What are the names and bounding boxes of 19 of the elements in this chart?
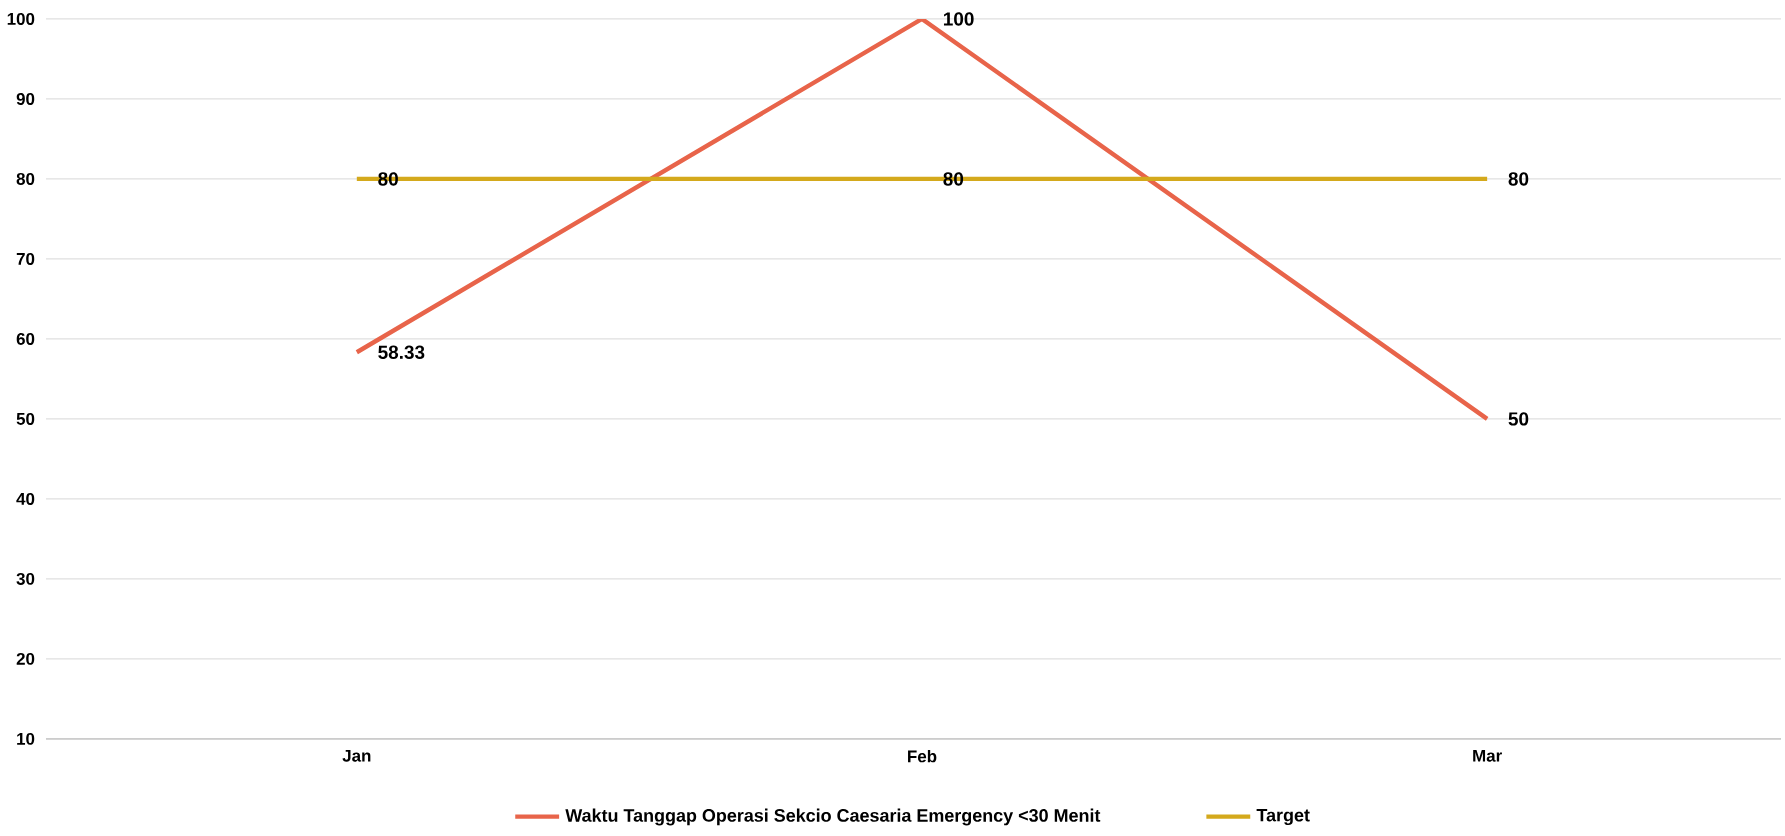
x-tick-label: Jan <box>342 750 371 762</box>
y-tick-label: 100 <box>7 13 35 26</box>
y-tick-label: 80 <box>16 173 35 186</box>
data-label: 58.33 <box>378 345 425 360</box>
y-tick-label: 40 <box>16 493 35 506</box>
data-label: 100 <box>943 12 974 26</box>
y-tick-label: 70 <box>16 253 35 266</box>
y-tick-label: 10 <box>17 733 35 746</box>
data-label: 50 <box>1508 412 1529 426</box>
y-tick-label: 50 <box>16 413 35 426</box>
legend-label: Target <box>1256 809 1310 826</box>
x-tick-label: Mar <box>1473 750 1502 762</box>
x-tick-label: Feb <box>908 750 937 763</box>
y-tick-label: 20 <box>16 653 35 666</box>
y-tick-label: 60 <box>16 333 35 346</box>
data-label: 80 <box>1508 172 1529 186</box>
legend-label: Waktu Tanggap Operasi Sekcio Caesaria Emergency <30 Menit <box>565 808 1101 826</box>
y-tick-label: 90 <box>16 93 35 106</box>
y-tick-label: 30 <box>16 573 35 586</box>
